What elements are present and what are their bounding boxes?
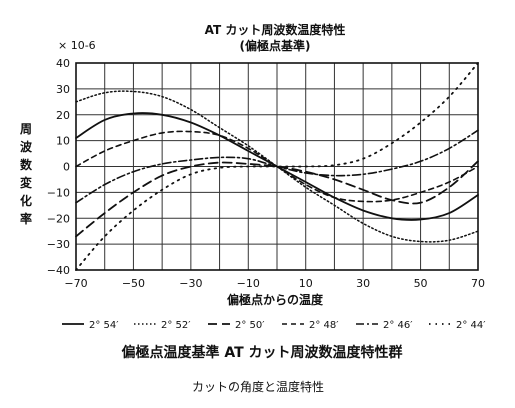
plot-frame (75, 62, 479, 271)
y-tick-label: 40 (56, 57, 70, 70)
legend-label: 2° 52′ (161, 320, 191, 331)
x-tick-label: 30 (356, 277, 370, 290)
y-axis-label-5: 化 (20, 193, 32, 208)
y-axis-label-1: 周 (20, 122, 32, 136)
figure-caption: カットの角度と温度特性 (192, 379, 324, 394)
y-tick-label: 10 (56, 135, 70, 148)
chart-title: AT カット周波数温度特性 (205, 22, 346, 37)
legend: 2° 54′ 2° 52′ 2° 50′ 2° 48′ 2° 46′ 2° 44′ (62, 320, 486, 331)
chart-subtitle: (偏極点基準) (240, 38, 311, 53)
x-tick-label: −70 (64, 277, 87, 290)
y-axis-label-4: 変 (20, 175, 33, 190)
y-tick-label: −30 (47, 238, 70, 251)
series-line-5 (75, 129, 479, 204)
y-axis-label-2: 波 (20, 139, 33, 154)
y-axis-label-3: 数 (20, 157, 33, 172)
y-tick-label: −10 (47, 186, 70, 199)
figure-heading: 偏極点温度基準 AT カット周波数温度特性群 (121, 344, 402, 361)
series-line-2 (75, 90, 479, 243)
y-tick-label: −20 (47, 212, 70, 225)
series-lines (75, 62, 479, 271)
x-tick-label: 70 (471, 277, 485, 290)
y-tick-label: 0 (63, 161, 70, 174)
x-tick-label: −30 (179, 277, 202, 290)
y-tick-label: −40 (47, 264, 70, 277)
y-tick-label: 30 (56, 83, 70, 96)
tick-labels: 40 30 20 10 0 −10 −20 −30 −40−70 −50 −30 −10 10 30 50 7… (47, 57, 485, 290)
x-tick-label: 10 (299, 277, 313, 290)
x-tick-label: −50 (122, 277, 145, 290)
x-tick-label: −10 (237, 277, 260, 290)
legend-label: 2° 44′ (456, 320, 486, 331)
legend-label: 2° 48′ (309, 320, 339, 331)
y-axis-label-6: 率 (20, 211, 32, 226)
y-tick-label: 20 (56, 109, 70, 122)
legend-label: 2° 46′ (383, 320, 413, 331)
legend-label: 2° 54′ (89, 320, 119, 331)
x-axis-label: 偏極点からの温度 (227, 292, 324, 307)
x-tick-label: 50 (414, 277, 428, 290)
legend-label: 2° 50′ (235, 320, 265, 331)
y-unit-label: × 10-6 (58, 39, 96, 52)
